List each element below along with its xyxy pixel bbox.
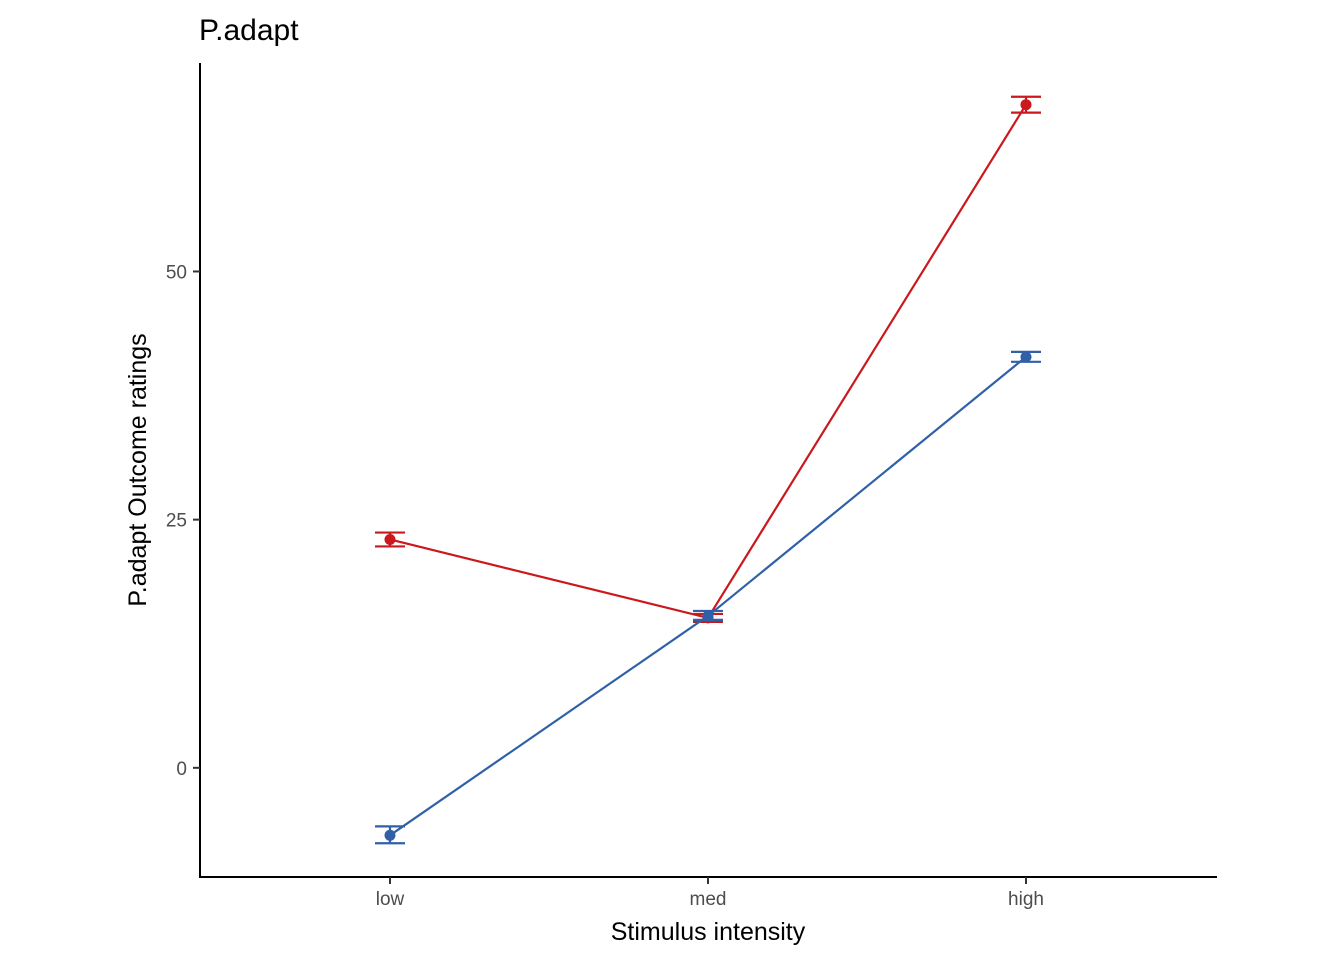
series-line: [389, 355, 1027, 837]
x-tick-label: low: [376, 889, 405, 910]
data-point: [1020, 99, 1032, 111]
y-tick-label: 50: [166, 262, 187, 283]
x-tick-label: high: [1008, 889, 1044, 910]
data-point: [384, 533, 396, 545]
chart-title: P.adapt: [199, 14, 299, 47]
y-tick-label: 25: [166, 511, 187, 532]
y-axis-ticks: 0 25 50: [166, 262, 200, 780]
data-point: [1020, 351, 1032, 363]
data-point: [384, 829, 396, 841]
y-axis-title: P.adapt Outcome ratings: [124, 333, 152, 606]
x-tick-label: med: [690, 889, 727, 910]
x-axis-title: Stimulus intensity: [611, 918, 806, 946]
series-line: [389, 104, 1027, 620]
x-axis-ticks: low med high: [376, 877, 1044, 910]
data-point: [702, 610, 714, 622]
y-tick-label: 0: [176, 759, 187, 780]
series-layer: [375, 95, 1041, 845]
